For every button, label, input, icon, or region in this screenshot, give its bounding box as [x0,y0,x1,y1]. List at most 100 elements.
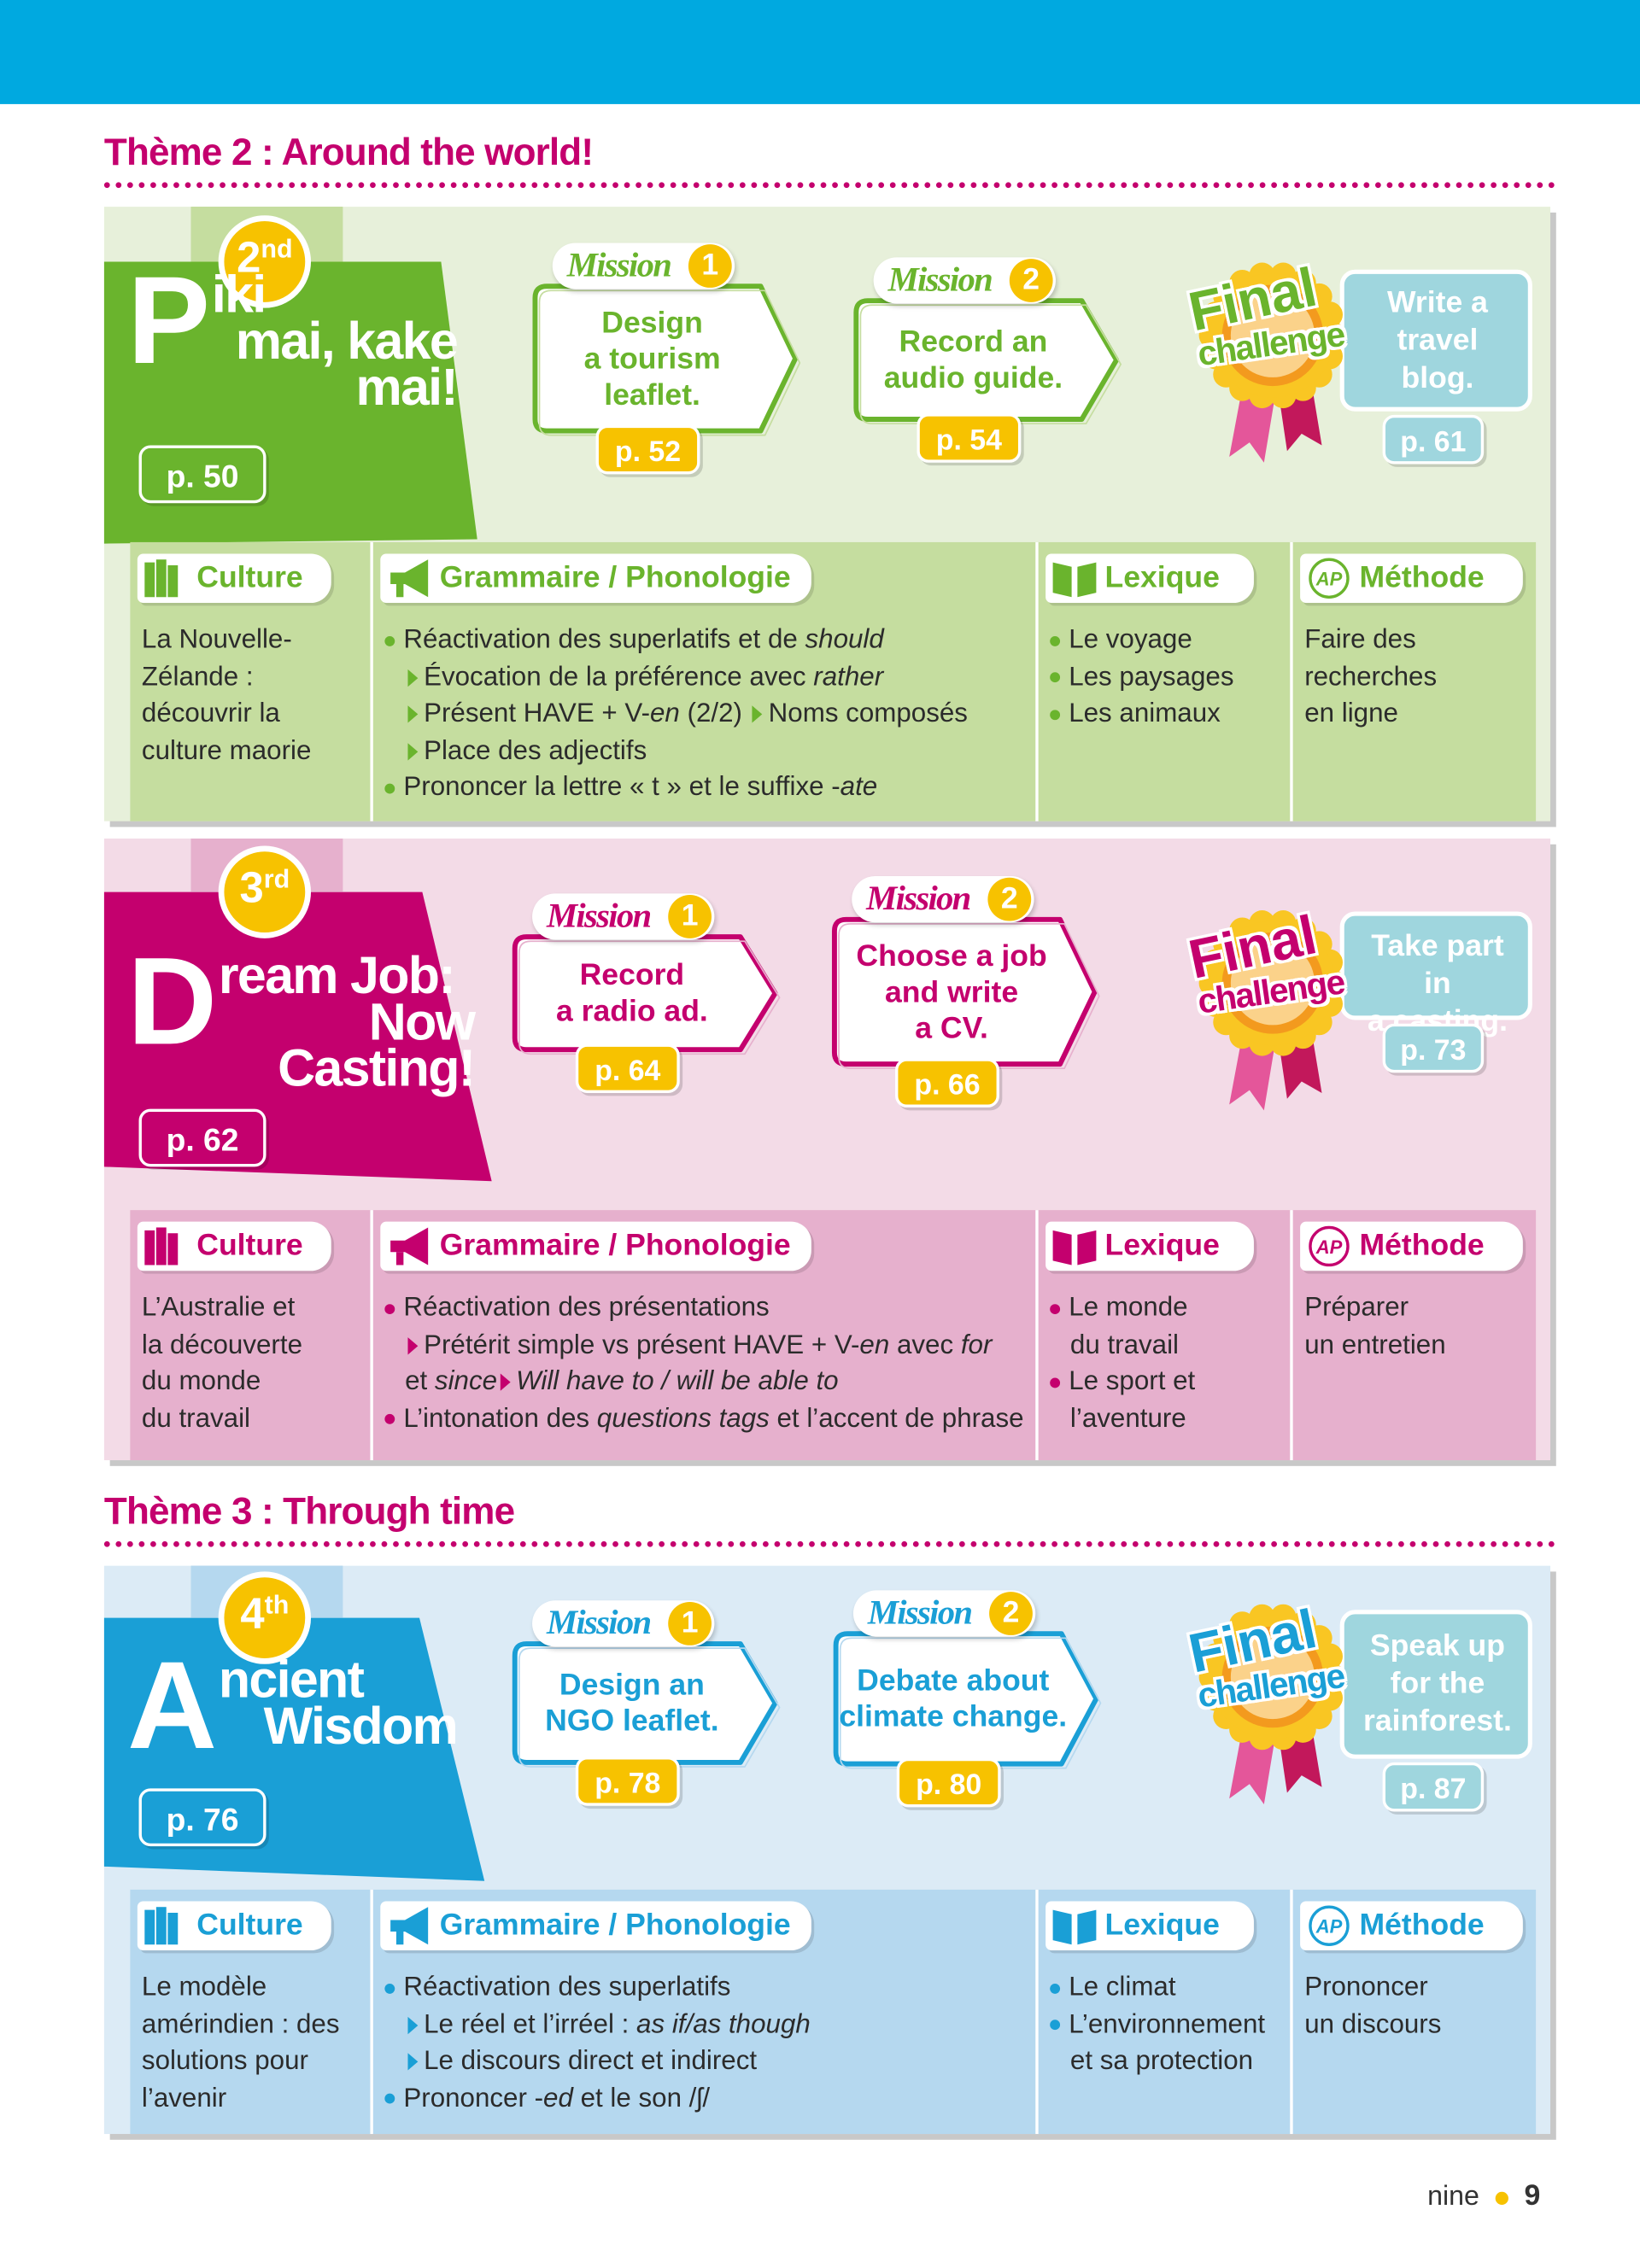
text-line: Le réel et l’irréel : as if/as though [384,2005,1033,2042]
top-band [0,0,1640,104]
rosette-center [1230,1634,1315,1720]
mission-word: Mission [866,880,971,919]
section-heading: Culture [137,553,331,604]
mission-text-line: a radio ad. [555,994,708,1028]
section-icon [144,559,179,598]
text: Réactivation des présentations [403,1290,770,1322]
section-heading-text: Grammaire / Phonologie [439,1908,791,1942]
section-heading-text: Grammaire / Phonologie [439,560,791,594]
dotted-rule [103,182,1556,189]
icon-ap-text: AP [1315,569,1343,590]
final-text-line: Write a [1386,285,1488,319]
text-line: l’aventure [1069,1401,1186,1433]
section-body: Faire des recherches en ligne [1304,620,1530,731]
unit-title-line: mai, kake [235,311,459,371]
section-heading-text: Lexique [1104,560,1220,594]
final-page: p. 87 [1382,1762,1485,1812]
section-heading: AP Méthode [1300,553,1523,604]
icon-handle [395,1252,404,1266]
arrow [407,743,419,761]
section-heading-text: Culture [196,1908,303,1942]
icon-open-book [1052,1230,1097,1266]
mission-text-line: Debate about [857,1663,1050,1698]
icon-book [144,1230,155,1266]
mission-page: p. 64 [575,1043,680,1093]
text-line: Faire des [1304,623,1416,654]
mission-number: 2 [989,1592,1033,1635]
icon-book [144,562,155,598]
text-line: Présent HAVE + V-en (2/2) Noms composés [384,694,1033,731]
text-line: La Nouvelle- [141,623,292,654]
icon-ap [1309,1905,1350,1946]
text-italic: en [859,1328,890,1359]
mission-box-inner [518,1647,781,1768]
section-heading-text: Lexique [1104,1908,1220,1942]
mission-page: p. 66 [895,1058,999,1108]
text-line: Réactivation des superlatifs [384,1967,1033,2004]
ordinal-number: 4 [240,1590,265,1639]
rosette-center [1230,293,1315,377]
ordinal-suffix: rd [263,864,290,894]
mission-text: Design an NGO leaflet. [515,1667,749,1739]
text: Noms composés [768,697,968,728]
ordinal: 4th [221,1589,308,1641]
text-line: Le modèle [141,1970,267,2002]
section-icon [1052,1230,1097,1266]
text: Les animaux [1069,697,1221,728]
text: Prétérit simple vs présent HAVE + V- [424,1328,860,1359]
mission-box-inner [839,1637,1102,1769]
column-separator [370,541,373,821]
text-line: L’environnement [1050,2005,1287,2042]
mission-text-line: NGO leaflet. [545,1704,719,1739]
icon-megaphone [390,1907,429,1945]
final-text-line: rainforest. [1363,1704,1512,1739]
icon-book [167,565,179,598]
bullet [1050,672,1061,683]
icon-handle [395,584,404,598]
icon-ap [1309,558,1350,599]
text-line: Zélande : [141,660,254,691]
icon-book [167,1912,179,1945]
section-heading-text: Lexique [1104,1229,1220,1263]
section-heading: Culture [137,1221,331,1271]
bullet [384,1303,395,1314]
ordinal-circle [218,1571,312,1664]
unit-title-line: Dream Job: [126,932,456,1072]
mission-label: Mission 1 [532,1600,715,1647]
icon-book [167,1233,179,1266]
arrow [407,669,419,687]
bullet [384,635,395,646]
unit-title: Ancient Wisdom [127,1637,459,1776]
mission-box [512,934,778,1053]
mission-label: Mission 2 [873,257,1056,304]
section-heading-text: Méthode [1359,1908,1485,1942]
mission-text: Record an audio guide. [856,324,1090,396]
ordinal: 3rd [221,863,308,915]
ordinal-suffix: nd [261,234,293,264]
text: et le son /ʃ/ [572,2081,711,2113]
mission-text: Choose a job and write a CV. [835,938,1069,1046]
bullet [1050,1983,1061,1994]
text-italic: Will have to / will be able to [516,1365,839,1396]
text-line: Évocation de la préférence avec rather [384,658,1033,694]
text: Évocation de la préférence avec [424,660,814,691]
text-line: du travail [1069,1328,1180,1359]
section-heading-text: Culture [196,1229,303,1263]
mission-label: Mission 2 [852,876,1034,923]
text-line: la découverte [141,1328,302,1359]
text-line: Le discours direct et indirect [384,2042,1033,2078]
mission-text-line: Design [601,306,703,340]
text-line: Le climat [1050,1967,1287,2004]
section-heading: AP Méthode [1300,1221,1523,1271]
text-italic: should [805,623,884,654]
mission-box [512,1641,778,1765]
section-body: Le modèle amérindien : des solutions pour l… [142,1967,367,2115]
text-line: amérindien : des [141,2008,340,2038]
mission-box-inner [859,304,1122,424]
text: Prononcer - [403,2081,544,2113]
section-icon [1052,562,1097,598]
text: L’environnement [1069,2008,1266,2038]
mission-label: Mission 1 [552,243,735,289]
text-line: Place des adjectifs [384,731,1033,768]
rosette-center [1230,941,1315,1026]
